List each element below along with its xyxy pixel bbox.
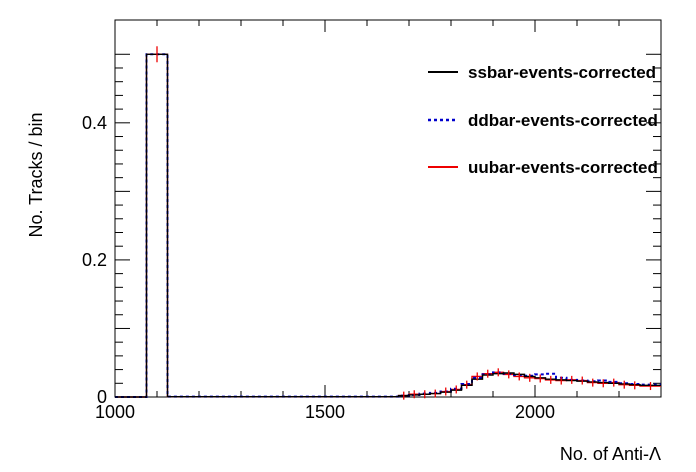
x-axis: 1000 1500 2000 xyxy=(95,20,662,422)
series-layer xyxy=(115,53,661,398)
error-bars xyxy=(156,46,652,400)
legend-label: ddbar-events-corrected xyxy=(468,111,658,130)
legend-label: uubar-events-corrected xyxy=(468,158,658,177)
legend-label: ssbar-events-corrected xyxy=(468,63,656,82)
series-line-ssbar-events-corrected xyxy=(115,53,661,398)
series-line-uubar-events-corrected xyxy=(115,53,661,398)
y-axis-title: No. Tracks / bin xyxy=(26,112,46,237)
legend: ssbar-events-corrected ddbar-events-corre… xyxy=(428,63,658,177)
x-axis-title: No. of Anti-Λ xyxy=(560,444,661,464)
y-tick-label: 0.2 xyxy=(82,250,107,270)
y-tick-label: 0.4 xyxy=(82,113,107,133)
x-tick-label: 1500 xyxy=(305,402,345,422)
x-tick-label: 1000 xyxy=(95,402,135,422)
x-tick-label: 2000 xyxy=(515,402,555,422)
series-line-ddbar-events-corrected xyxy=(115,53,661,398)
y-axis: 0 0.2 0.4 xyxy=(82,53,661,407)
y-tick-label: 0 xyxy=(97,387,107,407)
